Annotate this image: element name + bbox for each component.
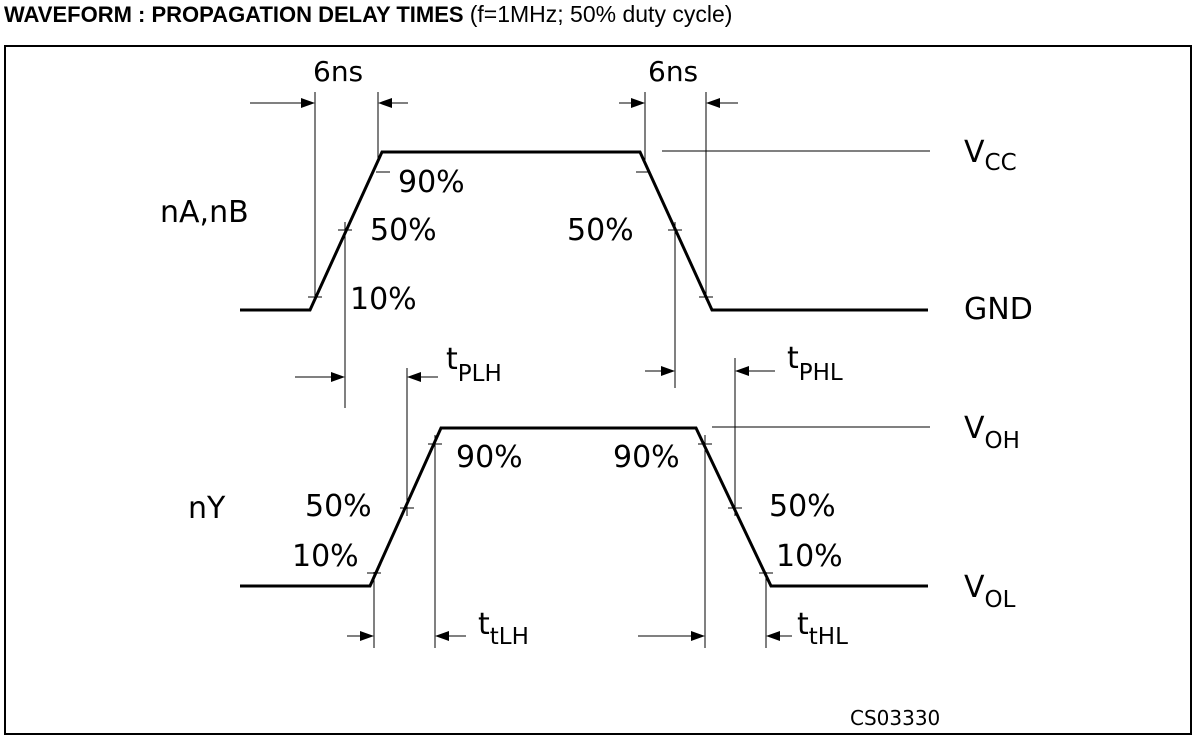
output-rise-50-label: 50% [305, 489, 372, 524]
gnd-label: GND [964, 292, 1033, 327]
input-rise-time-label: 6ns [313, 55, 363, 88]
output-rise-90-label: 90% [456, 440, 523, 475]
output-rise-10-label: 10% [292, 539, 359, 574]
dimension-arrows [250, 98, 792, 641]
output-fall-50-label: 50% [769, 489, 836, 524]
vol-label: VOL [964, 570, 1016, 613]
input-waveform [240, 150, 928, 312]
output-fall-90-label: 90% [613, 440, 680, 475]
figure-header: WAVEFORM : PROPAGATION DELAY TIMES (f=1M… [4, 1, 732, 28]
extension-lines [314, 92, 767, 648]
figure-title: WAVEFORM : PROPAGATION DELAY TIMES [4, 2, 464, 27]
tphl-label: tPHL [787, 341, 843, 386]
input-signal-name: nA,nB [160, 195, 249, 230]
tthl-label: ttHL [797, 607, 848, 650]
figure-reference: CS03330 [850, 706, 940, 730]
output-fall-10-label: 10% [776, 539, 843, 574]
tplh-label: tPLH [446, 342, 502, 387]
figure-subtitle: (f=1MHz; 50% duty cycle) [469, 1, 733, 27]
ttlh-label: ttLH [478, 607, 529, 650]
input-fall-50-label: 50% [567, 213, 634, 248]
vcc-label: VCC [964, 135, 1017, 176]
input-rise-90-label: 90% [398, 165, 465, 200]
output-signal-name: nY [188, 491, 226, 526]
diagram-frame [4, 45, 1192, 735]
input-fall-time-label: 6ns [648, 55, 698, 88]
threshold-ticks [308, 171, 773, 574]
voh-label: VOH [964, 411, 1020, 454]
output-waveform [240, 426, 928, 588]
input-rise-10-label: 10% [350, 282, 417, 317]
input-rise-50-label: 50% [370, 213, 437, 248]
